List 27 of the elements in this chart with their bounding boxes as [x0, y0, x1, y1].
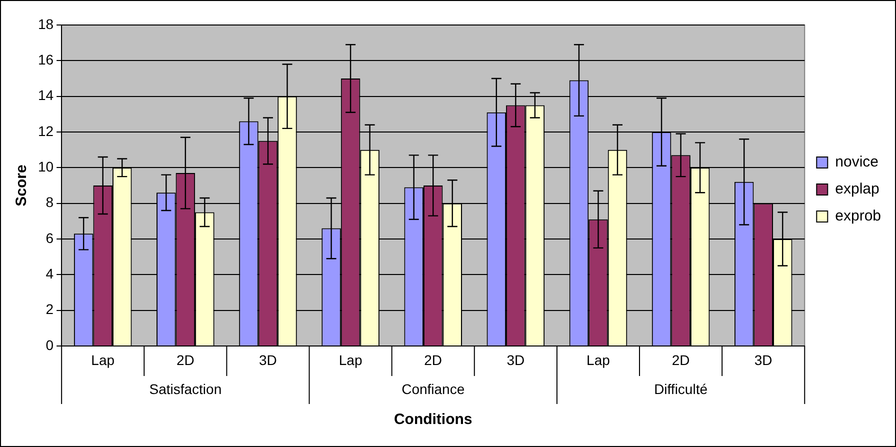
x-axis-title: Conditions — [394, 411, 472, 428]
x-tick-label: Lap — [91, 352, 115, 368]
x-tick-label: 2D — [424, 352, 442, 368]
legend-label: explap — [835, 180, 880, 198]
y-tick-label: 0 — [46, 336, 54, 353]
legend-label: exprob — [835, 208, 882, 225]
y-tick-label: 16 — [38, 52, 54, 68]
x-tick-label: 3D — [259, 352, 277, 368]
y-tick-label: 12 — [38, 122, 54, 139]
y-tick-label: 8 — [46, 194, 54, 210]
y-tick-label: 10 — [38, 158, 54, 175]
x-tick-label: 3D — [754, 352, 772, 368]
legend-label: novice — [835, 154, 878, 171]
y-tick-label: 14 — [38, 87, 54, 104]
x-tick-label: 3D — [506, 352, 525, 368]
x-tick-label: 2D — [176, 352, 194, 368]
text: Difficulté — [654, 380, 708, 397]
x-tick-label: Lap — [586, 352, 610, 368]
y-tick-label: 18 — [38, 16, 54, 32]
x-tick-label: 2D — [672, 352, 690, 368]
y-tick-label: 4 — [46, 266, 54, 282]
y-tick-label: 6 — [46, 230, 54, 246]
y-tick-label: 2 — [46, 301, 54, 318]
x-tick-label: Lap — [338, 352, 362, 368]
text: Confiance — [402, 380, 465, 397]
text: Satisfaction — [149, 380, 222, 397]
y-axis-title: Score — [13, 164, 30, 206]
